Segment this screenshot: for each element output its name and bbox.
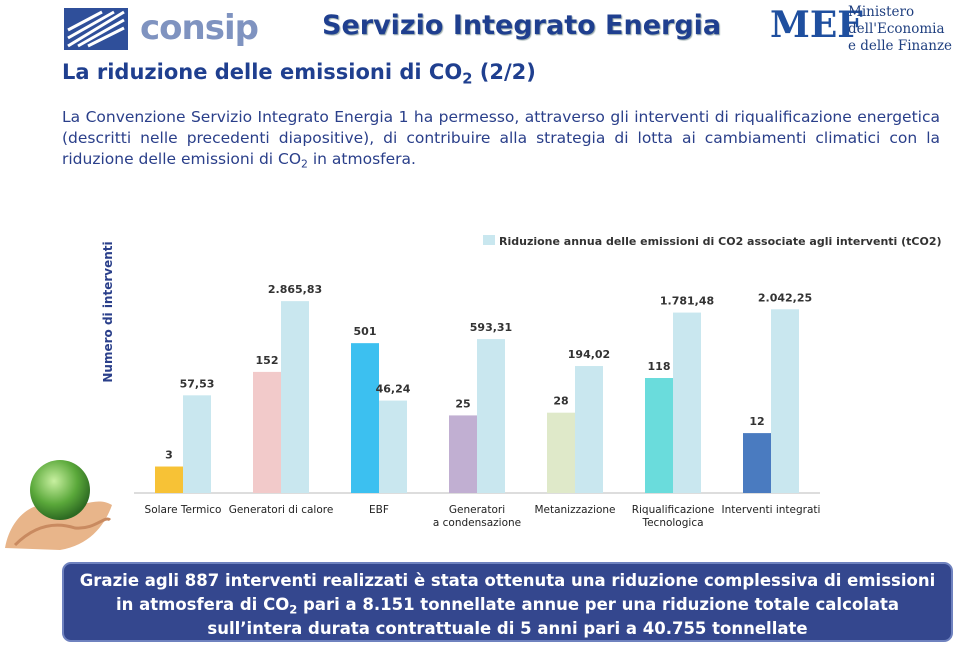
value-label: 2.865,83: [268, 283, 322, 296]
value-label: 46,24: [376, 383, 411, 396]
x-tick-label-line: Metanizzazione: [534, 504, 615, 516]
ministry-line: dell'Economia: [848, 21, 945, 37]
bar: [155, 466, 183, 493]
text: pari a 8.151 tonnellate annue per una ri…: [207, 595, 900, 638]
bar: [281, 301, 309, 493]
globe-illustration: [5, 460, 112, 550]
text: (2/2): [472, 60, 536, 84]
text: La Convenzione Servizio Integrato Energi…: [62, 108, 940, 168]
x-tick-label-line: Solare Termico: [145, 504, 222, 516]
x-tick-label: Generatori di calore: [229, 504, 334, 516]
x-tick-label: Interventi integrati: [722, 504, 821, 516]
slide-title: La riduzione delle emissioni di CO2 (2/2…: [62, 60, 536, 88]
x-tick-label-line: Riqualificazione: [632, 504, 715, 516]
bar: [253, 371, 281, 493]
value-label: 152: [256, 354, 279, 367]
intro-text: La Convenzione Servizio Integrato Energi…: [62, 107, 940, 170]
value-label: 118: [648, 360, 671, 373]
x-tick-label-line: EBF: [369, 504, 389, 516]
text: Grazie agli 887 interventi realizzati è …: [79, 571, 936, 614]
x-tick-label-line: Generatori di calore: [229, 504, 334, 516]
value-label: 194,02: [568, 348, 610, 361]
value-label: 3: [165, 449, 173, 462]
x-tick-label-line: Generatori: [449, 504, 505, 516]
text: in atmosfera.: [307, 150, 416, 168]
x-tick-label: Generatori a condensazione: [433, 504, 521, 529]
x-tick-label-line: Interventi integrati: [722, 504, 821, 516]
value-label: 2.042,25: [758, 291, 812, 304]
value-label: 12: [749, 415, 764, 428]
ministry-logo: MEF: [770, 4, 863, 46]
header-title: Servizio Integrato Energia: [322, 10, 722, 41]
x-tick-label-line: a condensazione: [433, 517, 521, 529]
legend-label: Riduzione annua delle emissioni di CO2 a…: [499, 235, 942, 248]
value-label: 593,31: [470, 321, 512, 334]
bar: [771, 309, 799, 493]
subscript: 2: [462, 70, 473, 88]
bar: [351, 343, 379, 493]
value-label: 28: [553, 395, 568, 408]
ministry-line: e delle Finanze: [848, 38, 953, 54]
bar: [743, 433, 771, 493]
x-tick-label: Riqualificazione Tecnologica: [632, 504, 715, 529]
bar: [547, 412, 575, 493]
bar: [645, 378, 673, 493]
value-label: 1.781,48: [660, 295, 714, 308]
ministry-name: Ministero dell'Economia e delle Finanze: [848, 4, 952, 55]
bar: [449, 415, 477, 493]
bar: [379, 400, 407, 493]
ministry-line: Ministero: [848, 4, 915, 20]
x-tick-label: Solare Termico: [145, 504, 222, 516]
subscript: 2: [289, 602, 298, 617]
subscript: 2: [301, 157, 308, 171]
logo-text: consip: [140, 8, 259, 48]
bar: [673, 312, 701, 493]
value-label: 25: [455, 397, 470, 410]
x-tick-label: Metanizzazione: [534, 504, 615, 516]
logo-mark: [64, 8, 128, 50]
legend-swatch: [483, 235, 495, 245]
value-label: 501: [354, 325, 377, 338]
value-label: 57,53: [180, 377, 215, 390]
chart: Numero di interventi Riduzione annua dell…: [5, 235, 942, 550]
bar: [183, 395, 211, 493]
x-tick-label-line: Tecnologica: [641, 517, 703, 529]
y-axis-label: Numero di interventi: [101, 241, 115, 382]
bar: [575, 366, 603, 493]
conclusion-box: Grazie agli 887 interventi realizzati è …: [62, 562, 953, 642]
x-tick-label: EBF: [369, 504, 389, 516]
text: La riduzione delle emissioni di CO: [62, 60, 463, 84]
bar: [477, 339, 505, 493]
